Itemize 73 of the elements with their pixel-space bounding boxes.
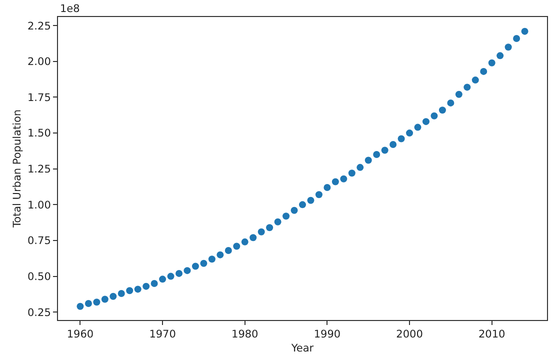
point [266, 224, 274, 232]
point [464, 84, 471, 91]
point [364, 156, 372, 164]
point [414, 124, 422, 131]
point [134, 286, 142, 293]
point [315, 191, 322, 198]
point [381, 146, 388, 154]
x-tick-label: 2000 [396, 328, 423, 341]
x-tick-label: 1960 [66, 328, 94, 341]
y-tick-label: 1.25 [28, 164, 51, 176]
y-tick-label: 0.75 [28, 235, 51, 248]
x-axis-title: Year [290, 342, 314, 354]
point [250, 234, 257, 242]
point [340, 175, 348, 182]
x-tick-label: 1990 [314, 328, 341, 341]
point [282, 212, 290, 220]
point [233, 242, 240, 250]
point [176, 270, 183, 277]
y-tick-label: 0.50 [28, 270, 51, 283]
point [430, 112, 438, 120]
x-tick-label: 1980 [232, 328, 258, 341]
point [480, 68, 488, 75]
point [84, 300, 92, 308]
point [200, 260, 208, 267]
point [142, 282, 150, 290]
y-tick-label: 0.25 [28, 306, 51, 319]
point [513, 34, 520, 42]
point [150, 280, 158, 287]
point [184, 267, 191, 274]
point [447, 99, 454, 106]
point [488, 59, 496, 66]
y-tick-label: 1.75 [28, 92, 51, 104]
y-axis-title: Total Urban Population [11, 109, 24, 229]
y-tick-label: 2.25 [28, 20, 51, 32]
point [76, 302, 84, 310]
point [118, 290, 125, 297]
point [290, 206, 298, 214]
point [521, 28, 528, 35]
point [258, 228, 265, 236]
y-tick-label: 2.00 [28, 56, 51, 68]
point [274, 218, 282, 226]
point [93, 298, 100, 306]
point [307, 196, 314, 204]
point [504, 44, 512, 51]
point [167, 272, 174, 280]
point [224, 247, 232, 254]
point [455, 90, 462, 98]
point [241, 238, 248, 246]
point [390, 141, 397, 148]
point [356, 164, 364, 171]
point [126, 287, 134, 294]
y-tick-label: 1.00 [28, 199, 51, 212]
point [398, 135, 405, 142]
point [216, 251, 224, 258]
point [324, 184, 331, 191]
point [159, 276, 166, 283]
point [422, 118, 430, 126]
point [496, 52, 504, 60]
point [438, 106, 446, 114]
point [406, 130, 414, 137]
point [373, 151, 380, 158]
text: 1e8 [60, 3, 80, 15]
point [101, 296, 108, 303]
point [472, 76, 479, 84]
y-tick-label: 1.50 [28, 128, 51, 140]
point [299, 201, 306, 208]
point [348, 170, 356, 177]
x-tick-label: 1970 [149, 328, 176, 341]
point [110, 292, 117, 300]
point [192, 262, 199, 270]
point [332, 178, 339, 186]
x-tick-label: 2010 [478, 328, 506, 341]
point [208, 256, 216, 263]
